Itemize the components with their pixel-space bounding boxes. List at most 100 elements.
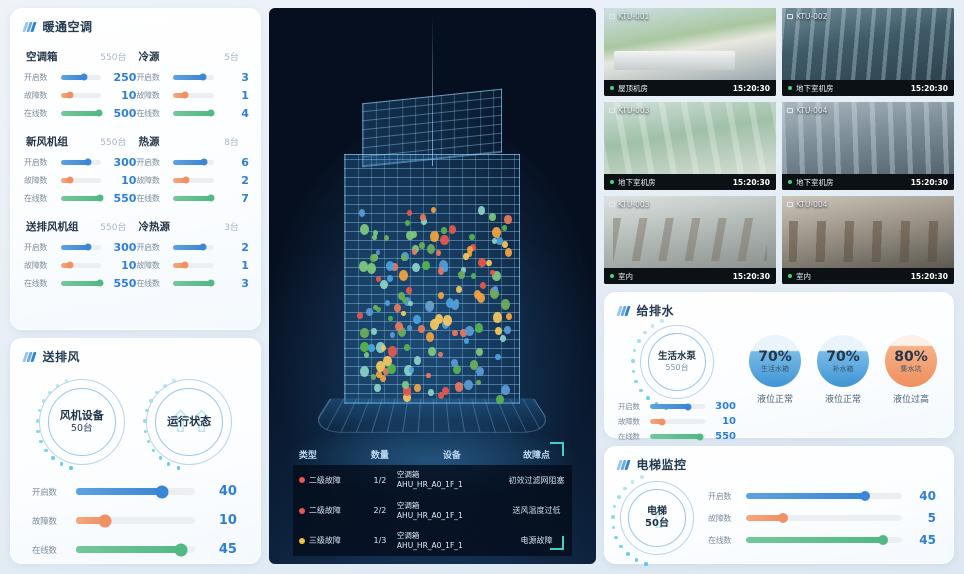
water-slider-track[interactable] — [650, 419, 706, 424]
hvac-slider-row[interactable]: 开启数 300 — [24, 153, 136, 171]
hvac-slider-track[interactable] — [173, 111, 213, 116]
hvac-slider-track[interactable] — [61, 75, 101, 80]
camera-tile[interactable]: KTU-002 地下室机房 15:20:30 — [782, 8, 954, 96]
exhaust-slider-row[interactable]: 开启数 40 — [32, 477, 237, 506]
hvac-slider-row[interactable]: 故障数 1 — [136, 256, 248, 274]
hvac-slider-knob[interactable] — [84, 244, 91, 251]
camera-tile[interactable]: KTU-003 地下室机房 15:20:30 — [604, 102, 776, 190]
fault-table-row[interactable]: 二级故障 2/2 空调箱 AHU_HR_A0_1F_1 送风温度过低 — [293, 496, 572, 526]
hvac-slider-knob[interactable] — [66, 92, 73, 99]
hvac-slider-track[interactable] — [173, 160, 213, 165]
water-slider-knob[interactable] — [685, 403, 692, 410]
camera-tile[interactable]: KTU-004 室内 15:20:30 — [782, 196, 954, 284]
exhaust-slider-knob[interactable] — [98, 514, 111, 527]
hvac-slider-knob[interactable] — [207, 280, 214, 287]
hvac-slider-track[interactable] — [61, 178, 101, 183]
water-tank[interactable]: 70% 补水箱 液位正常 — [814, 335, 872, 405]
water-slider-track[interactable] — [650, 434, 706, 439]
hvac-slider-row[interactable]: 开启数 250 — [24, 68, 136, 86]
hvac-slider-row[interactable]: 开启数 300 — [24, 238, 136, 256]
hvac-slider-row[interactable]: 在线数 7 — [136, 189, 248, 207]
hvac-slider-knob[interactable] — [84, 159, 91, 166]
elevator-slider-track[interactable] — [746, 537, 902, 543]
hvac-slider-knob[interactable] — [183, 177, 190, 184]
hvac-slider-knob[interactable] — [199, 244, 206, 251]
water-tank[interactable]: 70% 生活水箱 液位正常 — [746, 335, 804, 405]
exhaust-slider-track[interactable] — [76, 546, 195, 553]
hvac-slider-row[interactable]: 开启数 3 — [136, 68, 248, 86]
elevator-slider-knob[interactable] — [778, 513, 788, 523]
elevator-slider-track[interactable] — [746, 515, 902, 521]
hvac-slider-track[interactable] — [61, 196, 101, 201]
water-tank[interactable]: 80% 集水坑 液位过高 — [882, 335, 940, 405]
hvac-slider-track[interactable] — [173, 196, 213, 201]
hvac-slider-row[interactable]: 开启数 2 — [136, 238, 248, 256]
hvac-slider-row[interactable]: 在线数 550 — [24, 189, 136, 207]
water-slider-track[interactable] — [650, 404, 706, 409]
hvac-slider-row[interactable]: 故障数 10 — [24, 171, 136, 189]
hvac-slider-track[interactable] — [173, 75, 213, 80]
elevator-slider-row[interactable]: 开启数 40 — [708, 485, 936, 507]
water-tank-name: 生活水箱 — [761, 364, 789, 374]
hvac-slider-track[interactable] — [173, 281, 213, 286]
hvac-slider-value: 550 — [106, 192, 136, 205]
hvac-slider-knob[interactable] — [200, 74, 207, 81]
hvac-slider-track[interactable] — [61, 93, 101, 98]
hvac-slider-knob[interactable] — [96, 280, 103, 287]
elevator-slider-row[interactable]: 在线数 45 — [708, 529, 936, 551]
water-slider-row[interactable]: 故障数 10 — [618, 414, 736, 429]
water-slider-knob[interactable] — [697, 433, 704, 440]
exhaust-slider-track[interactable] — [76, 488, 195, 495]
hvac-slider-label: 故障数 — [136, 90, 168, 101]
hvac-slider-track[interactable] — [61, 281, 101, 286]
hvac-slider-knob[interactable] — [81, 74, 88, 81]
water-slider-knob[interactable] — [659, 418, 666, 425]
hvac-slider-track[interactable] — [173, 178, 213, 183]
hvac-slider-row[interactable]: 故障数 2 — [136, 171, 248, 189]
water-slider-value: 550 — [710, 431, 736, 442]
hvac-slider-track[interactable] — [61, 111, 101, 116]
hvac-slider-row[interactable]: 故障数 10 — [24, 256, 136, 274]
exhaust-slider-row[interactable]: 在线数 45 — [32, 535, 237, 564]
hvac-slider-knob[interactable] — [66, 177, 73, 184]
hvac-slider-knob[interactable] — [96, 110, 103, 117]
fault-table-row[interactable]: 二级故障 1/2 空调箱 AHU_HR_A0_1F_1 初效过滤网阻塞 — [293, 465, 572, 495]
hvac-slider-track[interactable] — [61, 263, 101, 268]
exhaust-slider-row[interactable]: 故障数 10 — [32, 506, 237, 535]
fault-table-row[interactable]: 三级故障 1/3 空调箱 AHU_HR_A0_1F_1 电源故障 — [293, 526, 572, 556]
hvac-slider-knob[interactable] — [208, 195, 215, 202]
camera-tile[interactable]: KTU-001 屋顶机房 15:20:30 — [604, 8, 776, 96]
elevator-slider-track[interactable] — [746, 493, 902, 499]
hvac-slider-knob[interactable] — [201, 159, 208, 166]
hvac-slider-knob[interactable] — [207, 110, 214, 117]
hvac-slider-row[interactable]: 在线数 3 — [136, 274, 248, 292]
water-slider-row[interactable]: 开启数 300 — [618, 399, 736, 414]
camera-tile[interactable]: KTU-004 地下室机房 15:20:30 — [782, 102, 954, 190]
camera-tile[interactable]: KTU-003 室内 15:20:30 — [604, 196, 776, 284]
elevator-slider-knob[interactable] — [878, 535, 888, 545]
hvac-slider-track[interactable] — [173, 245, 213, 250]
fault-device: 空调箱 AHU_HR_A0_1F_1 — [397, 470, 507, 490]
exhaust-slider-knob[interactable] — [155, 485, 168, 498]
hvac-slider-knob[interactable] — [181, 262, 188, 269]
hvac-slider-knob[interactable] — [181, 92, 188, 99]
hvac-slider-track[interactable] — [61, 160, 101, 165]
hvac-slider-knob[interactable] — [66, 262, 73, 269]
exhaust-slider-track[interactable] — [76, 517, 195, 524]
hvac-slider-row[interactable]: 在线数 4 — [136, 104, 248, 122]
building-3d-view[interactable]: 类型 数量 设备 故障点 二级故障 1/2 空调箱 AHU_HR_A0_1F_1 初效过… — [269, 8, 596, 564]
hvac-slider-row[interactable]: 故障数 1 — [136, 86, 248, 104]
hvac-slider-row[interactable]: 在线数 500 — [24, 104, 136, 122]
hvac-slider-row[interactable]: 故障数 10 — [24, 86, 136, 104]
hvac-slider-row[interactable]: 在线数 550 — [24, 274, 136, 292]
hvac-slider-track[interactable] — [173, 263, 213, 268]
hvac-slider-row[interactable]: 开启数 6 — [136, 153, 248, 171]
water-slider-row[interactable]: 在线数 550 — [618, 429, 736, 444]
elevator-slider-knob[interactable] — [860, 491, 870, 501]
hvac-slider-track[interactable] — [61, 245, 101, 250]
exhaust-slider-knob[interactable] — [174, 543, 187, 556]
hvac-slider-track[interactable] — [173, 93, 213, 98]
hvac-slider-fill — [173, 160, 204, 165]
hvac-slider-knob[interactable] — [96, 195, 103, 202]
elevator-slider-row[interactable]: 故障数 5 — [708, 507, 936, 529]
